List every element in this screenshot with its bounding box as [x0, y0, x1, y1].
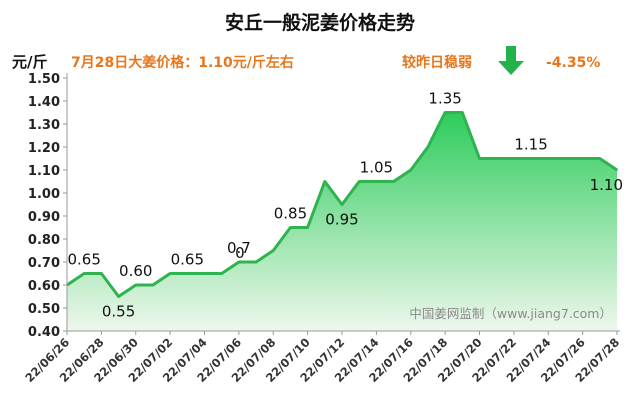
data-point: [547, 157, 550, 160]
y-tick-label: 1.10: [28, 164, 60, 179]
data-point: [375, 180, 378, 183]
data-label: 1.10: [590, 176, 623, 194]
data-point: [169, 272, 171, 275]
data-point: [238, 261, 240, 263]
data-label: 0.55: [102, 303, 135, 321]
data-point: [272, 249, 275, 252]
data-point: [564, 157, 567, 160]
y-axis-unit: 元/斤: [12, 53, 47, 71]
plot-area: [66, 111, 618, 331]
y-tick-label: 1.30: [28, 118, 60, 133]
data-point: [100, 272, 103, 275]
data-label: 0.65: [171, 251, 204, 269]
y-tick-label: 1.00: [28, 187, 60, 202]
data-point: [409, 169, 412, 171]
data-point: [392, 180, 395, 183]
data-label: 1.15: [514, 136, 547, 154]
data-point: [186, 272, 189, 275]
data-point: [461, 111, 464, 114]
x-axis: 22/06/2622/06/2822/06/3022/07/0222/07/04…: [22, 330, 622, 385]
data-label: 0: [235, 244, 245, 262]
data-point: [255, 261, 257, 263]
data-point: [152, 284, 154, 286]
data-point: [289, 226, 292, 229]
data-label: 0.95: [325, 211, 358, 229]
data-point: [134, 284, 137, 286]
data-point: [203, 272, 206, 275]
data-point: [599, 157, 601, 160]
y-tick-label: 1.50: [28, 72, 60, 87]
y-tick-label: 0.60: [28, 279, 60, 294]
data-label: 0.7: [227, 239, 251, 257]
data-point: [444, 111, 446, 114]
data-point: [427, 146, 429, 148]
data-point: [358, 180, 360, 183]
data-point: [117, 295, 120, 298]
data-point: [220, 272, 223, 275]
y-tick-label: 0.40: [28, 325, 60, 340]
watermark: 中国姜网监制（www.jiang7.com）: [409, 306, 612, 321]
y-axis: 0.40 0.50 0.60 0.70 0.80 0.90 1.00 1.10 1.20 1.30…: [28, 72, 68, 340]
trend-text: 较昨日稳弱: [402, 54, 472, 71]
data-point: [495, 157, 498, 160]
data-label: 0.85: [274, 205, 307, 223]
y-tick-label: 0.70: [28, 256, 60, 271]
data-point: [306, 226, 309, 229]
y-tick-label: 0.50: [28, 302, 60, 317]
data-point: [616, 169, 618, 171]
data-label: 0.65: [67, 251, 100, 269]
data-point: [341, 203, 343, 206]
area-fill: [67, 112, 617, 331]
y-tick-label: 1.40: [28, 95, 60, 110]
change-percent: -4.35%: [546, 55, 600, 71]
data-label: 1.35: [428, 90, 461, 108]
data-labels: 0.65 0.55 0.60 0.65 0.70 0.85 0.95 1.05 1.35 1.15…: [67, 90, 623, 321]
data-point: [581, 157, 584, 160]
data-point: [530, 157, 532, 160]
price-subtitle: 7月28日大姜价格：1.10元/斤左右: [71, 54, 294, 71]
down-arrow-icon: [498, 46, 524, 75]
data-point: [83, 272, 85, 275]
data-point: [478, 157, 481, 160]
y-tick-label: 1.20: [28, 141, 60, 156]
data-label: 0.60: [119, 262, 152, 280]
y-tick-label: 0.90: [28, 210, 60, 225]
data-point: [513, 157, 515, 160]
chart-title: 安丘一般泥姜价格走势: [225, 11, 415, 34]
data-label: 1.05: [360, 159, 393, 177]
data-point: [324, 180, 326, 183]
y-tick-label: 0.80: [28, 233, 60, 248]
